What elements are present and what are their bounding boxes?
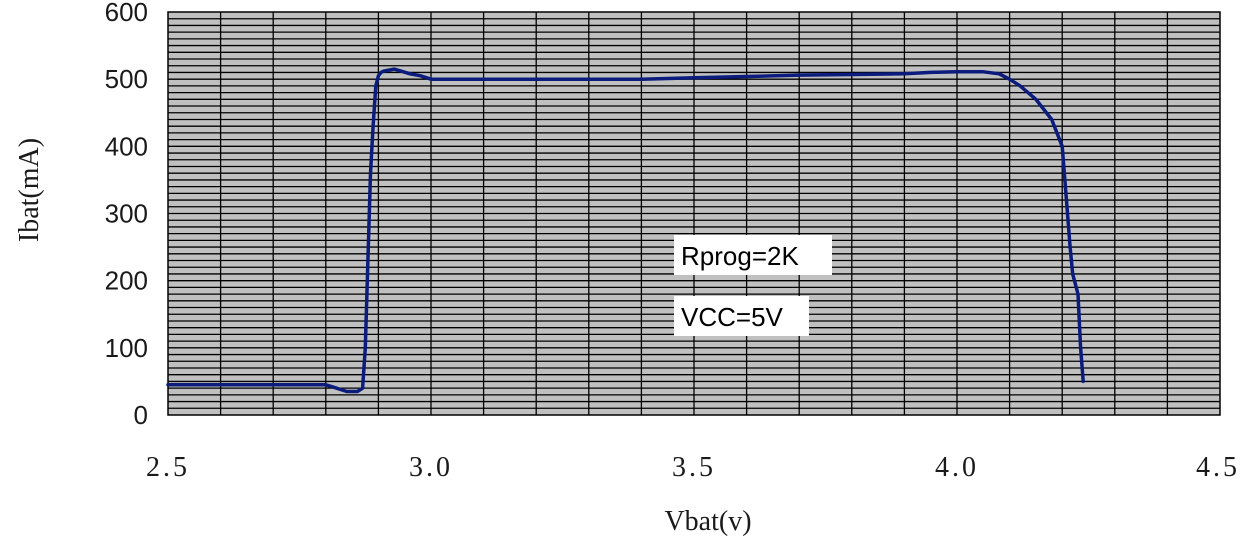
y-tick-labels: 0 100 200 300 400 500 600 — [105, 0, 148, 430]
series-line — [166, 67, 1085, 394]
y-tick-label: 400 — [105, 131, 148, 161]
y-tick-label: 100 — [105, 333, 148, 363]
x-tick-labels: 2.5 3.0 3.5 4.0 4.5 — [146, 452, 1240, 483]
annotation-rprog-bg — [674, 235, 832, 275]
y-tick-label: 300 — [105, 199, 148, 229]
y-tick-label: 600 — [105, 0, 148, 27]
x-tick-label: 2.5 — [146, 452, 190, 483]
y-tick-label: 0 — [134, 400, 148, 430]
x-tick-label: 3.5 — [672, 452, 716, 483]
annotation-rprog: Rprog=2K — [681, 241, 799, 271]
x-tick-label: 4.0 — [935, 452, 979, 483]
annotation-vcc: VCC=5V — [681, 302, 784, 332]
y-tick-label: 500 — [105, 64, 148, 94]
y-tick-label: 200 — [105, 266, 148, 296]
grid-lines — [168, 12, 1220, 415]
annotation-vcc-bg — [674, 296, 809, 336]
x-tick-label: 3.0 — [409, 452, 453, 483]
x-tick-label: 4.5 — [1196, 452, 1240, 483]
y-axis-label: Ibat(mA) — [14, 138, 45, 242]
x-axis-label: Vbat(v) — [664, 506, 751, 537]
